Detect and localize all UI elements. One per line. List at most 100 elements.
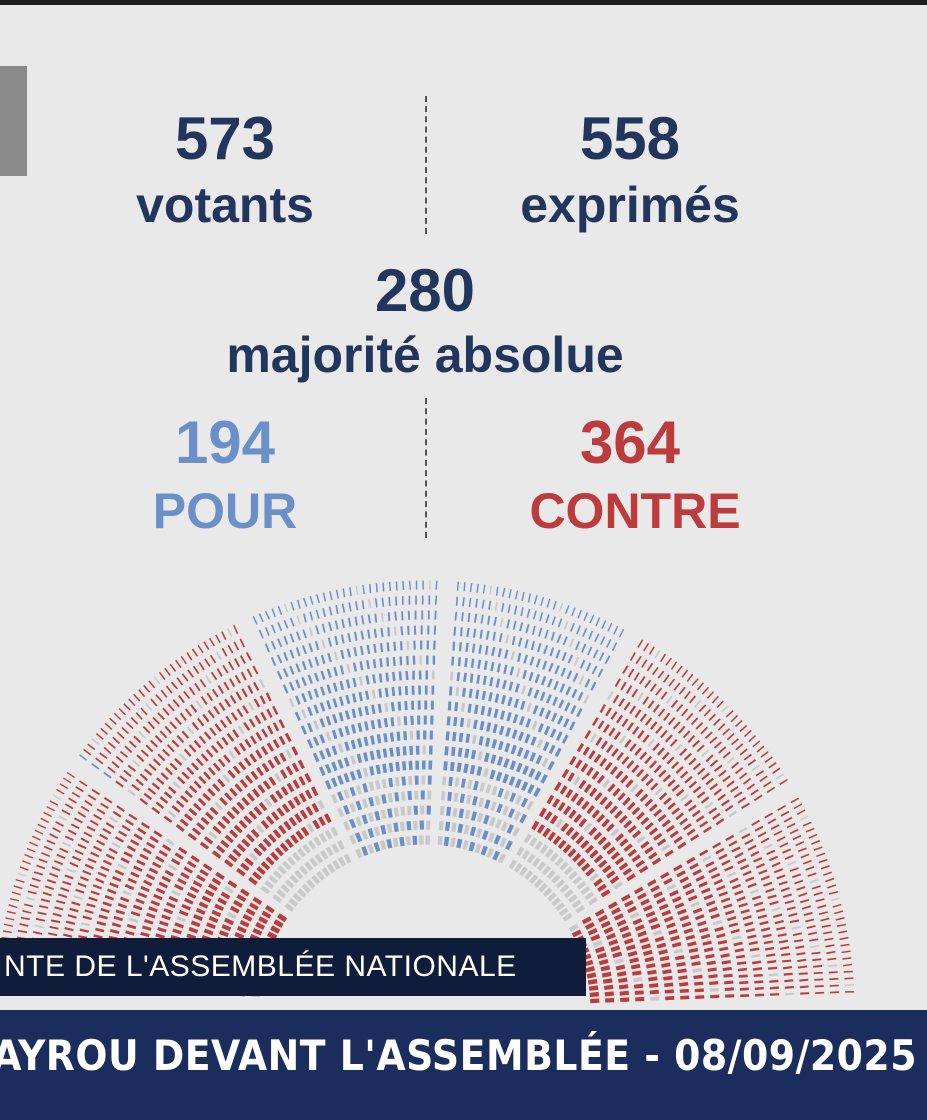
seat-segment (258, 678, 266, 688)
seat-segment (273, 755, 281, 766)
seat-segment (223, 681, 230, 691)
seat-segment (590, 934, 601, 942)
seat-segment (450, 837, 456, 848)
seat-segment (169, 762, 178, 771)
seat-segment (539, 844, 549, 855)
seat-segment (145, 873, 156, 881)
seat-segment (224, 792, 233, 802)
seat-segment (400, 806, 406, 816)
seat-segment (127, 877, 137, 884)
seat-segment (591, 770, 600, 780)
seat-segment (614, 678, 621, 687)
seat-segment (172, 781, 181, 789)
seat-segment (158, 881, 168, 889)
seat-segment (509, 760, 517, 771)
seat-segment (109, 816, 118, 824)
seat-segment (309, 857, 318, 868)
seat-segment (249, 735, 258, 745)
seat-segment (158, 849, 168, 857)
seat-segment (530, 641, 536, 651)
seat-segment (563, 718, 570, 728)
seat-segment (683, 928, 694, 934)
seat-segment (70, 823, 80, 830)
seat-segment (665, 824, 675, 833)
seat-segment (304, 861, 314, 872)
seat-segment (77, 843, 87, 850)
seat-segment (658, 792, 668, 801)
seat-segment (95, 877, 105, 884)
seat-segment (636, 811, 645, 821)
seat-segment (763, 881, 773, 887)
seat-segment (505, 727, 511, 737)
seat-segment (560, 667, 566, 677)
seat-segment (695, 875, 705, 882)
seat-segment (34, 829, 44, 835)
seat-segment (197, 644, 204, 654)
seat-segment (657, 838, 667, 847)
seat-segment (184, 708, 193, 717)
seat-segment (490, 801, 497, 812)
seat-segment (528, 671, 534, 682)
seat-segment (196, 822, 206, 831)
ticker-text: ÇOIS BAYROU DEVANT L'ASSEMBLÉE - 08/09/2… (0, 1031, 917, 1080)
seat-segment (739, 748, 748, 756)
seat-segment (695, 722, 704, 730)
seat-segment (576, 857, 586, 867)
seat-segment (588, 985, 599, 991)
seat-segment (675, 766, 684, 774)
seat-segment (330, 793, 338, 804)
seat-segment (747, 844, 757, 851)
seat-segment (308, 643, 314, 653)
seat-segment (364, 721, 369, 731)
seat-segment (486, 722, 492, 732)
seat-segment (564, 702, 571, 712)
seat-segment (272, 870, 283, 880)
seat-segment (506, 712, 512, 722)
seat-segment (220, 891, 231, 900)
seat-segment (535, 658, 541, 668)
seat-segment (747, 759, 757, 766)
seat-segment (780, 810, 790, 817)
seat-segment (663, 712, 671, 721)
seat-segment (750, 788, 759, 796)
seat-segment (274, 772, 282, 783)
seat-segment (147, 721, 155, 730)
seat-segment (661, 909, 672, 917)
seat-segment (264, 643, 270, 653)
seat-segment (135, 712, 143, 720)
seat-segment (606, 932, 616, 940)
seat-segment (542, 660, 548, 670)
seat-segment (568, 809, 577, 819)
seat-segment (192, 665, 200, 675)
seat-segment (519, 622, 524, 632)
seat-segment (356, 738, 363, 748)
seat-segment (270, 656, 277, 667)
seat-segment (641, 659, 648, 668)
seat-segment (620, 894, 631, 902)
seat-segment (749, 888, 760, 895)
seat-segment (191, 648, 199, 657)
seat-segment (259, 695, 266, 705)
seat-segment (543, 645, 549, 655)
seat-segment (112, 736, 121, 744)
seat-segment (671, 941, 682, 948)
seat-segment (157, 926, 167, 933)
seat-segment (312, 736, 320, 746)
seat-segment (635, 788, 644, 798)
votants-count: 573 (174, 105, 276, 172)
seat-segment (762, 933, 772, 938)
seat-segment (660, 730, 668, 739)
seat-segment (638, 865, 649, 874)
seat-segment (508, 776, 516, 786)
seat-segment (282, 668, 289, 678)
seat-segment (389, 747, 394, 757)
seat-segment (548, 662, 554, 672)
seat-segment (686, 856, 696, 864)
seat-segment (226, 628, 233, 637)
seat-segment (62, 880, 72, 886)
seat-segment (140, 707, 148, 716)
seat-segment (743, 753, 752, 761)
seat-segment (731, 883, 742, 890)
seat-segment (272, 894, 283, 903)
seat-segment (205, 811, 214, 821)
